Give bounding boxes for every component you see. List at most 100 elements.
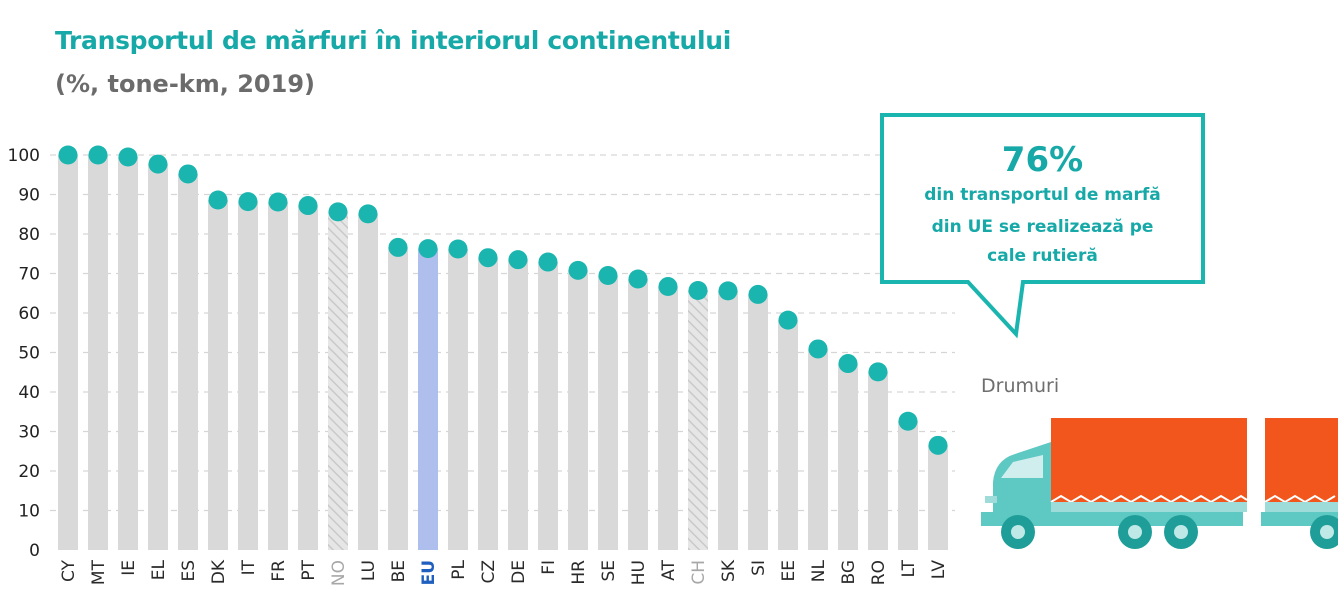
dot-mt: [88, 145, 108, 165]
bar-bg: [838, 363, 858, 550]
bar-el: [148, 164, 168, 550]
x-tick-label-hu: HU: [629, 560, 649, 585]
bar-ee: [778, 320, 798, 550]
x-tick-label-de: DE: [509, 560, 529, 584]
bar-mt: [88, 155, 108, 550]
bar-es: [178, 173, 198, 550]
bar-hu: [628, 279, 648, 550]
x-tick-label-lt: LT: [899, 559, 919, 577]
dot-fi: [538, 252, 558, 272]
dot-no: [328, 202, 348, 222]
x-tick-label-eu: EU: [419, 560, 439, 585]
x-tick-label-cz: CZ: [479, 560, 499, 584]
x-tick-label-pl: PL: [449, 559, 469, 579]
dot-pt: [298, 196, 318, 216]
dot-se: [598, 265, 618, 285]
bar-lu: [358, 213, 378, 551]
callout-text-line-1: din transportul de marfă: [924, 185, 1161, 205]
dot-nl: [808, 339, 828, 359]
y-tick-label: 20: [18, 462, 40, 482]
dot-eu: [418, 239, 438, 259]
bar-si: [748, 294, 768, 550]
bar-hr: [568, 270, 588, 550]
dot-it: [238, 192, 258, 212]
bar-lt: [898, 421, 918, 550]
x-tick-label-el: EL: [149, 559, 169, 580]
x-tick-label-sk: SK: [719, 559, 739, 582]
truck-cargo-rear: [1265, 418, 1338, 502]
bar-ie: [118, 156, 138, 550]
bar-ro: [868, 371, 888, 550]
dot-cy: [58, 145, 78, 165]
x-tick-label-at: AT: [659, 559, 679, 580]
x-tick-label-ro: RO: [869, 560, 889, 585]
road-label: Drumuri: [981, 375, 1060, 397]
x-tick-label-pt: PT: [299, 559, 319, 580]
bar-eu: [418, 248, 438, 551]
x-tick-label-si: SI: [749, 560, 769, 576]
x-tick-label-fr: FR: [269, 560, 289, 582]
y-axis: 0 10 20 30 40 50 60 70 80 90 100: [8, 146, 40, 561]
chart-title: Transportul de mărfuri în interiorul con…: [55, 26, 732, 55]
y-tick-label: 10: [18, 502, 40, 522]
x-tick-label-lu: LU: [359, 560, 379, 581]
bar-cy: [58, 155, 78, 550]
bars: [58, 155, 948, 551]
dot-lv: [928, 435, 948, 455]
dot-dk: [208, 190, 228, 210]
dot-hu: [628, 269, 648, 289]
dot-ee: [778, 310, 798, 330]
dot-de: [508, 250, 528, 270]
dot-fr: [268, 192, 288, 212]
bar-fr: [268, 202, 288, 550]
bar-de: [508, 259, 528, 550]
dot-es: [178, 164, 198, 184]
y-tick-label: 50: [18, 344, 40, 364]
dot-hr: [568, 260, 588, 280]
x-axis: CY MT IE EL ES DK IT FR PT NO LU BE EU PL CZ DE FI HR SE HU…: [59, 559, 949, 586]
x-tick-label-dk: DK: [209, 559, 229, 584]
dot-at: [658, 277, 678, 297]
x-tick-label-no: NO: [329, 560, 349, 586]
y-tick-label: 30: [18, 423, 40, 443]
x-tick-label-nl: NL: [809, 559, 829, 582]
y-tick-label: 40: [18, 383, 40, 403]
gridlines: [50, 154, 955, 512]
dot-el: [148, 154, 168, 174]
bar-ch: [688, 290, 708, 550]
x-tick-label-fi: FI: [539, 560, 559, 575]
y-tick-label: 0: [29, 541, 40, 561]
dot-sk: [718, 281, 738, 301]
bar-cz: [478, 257, 498, 550]
y-tick-label: 60: [18, 304, 40, 324]
bar-at: [658, 286, 678, 550]
bar-dk: [208, 200, 228, 550]
x-tick-label-bg: BG: [839, 560, 859, 585]
callout-bubble: [880, 113, 1205, 339]
dot-lu: [358, 204, 378, 224]
x-tick-label-it: IT: [239, 559, 259, 575]
x-tick-label-cy: CY: [59, 559, 79, 582]
x-tick-label-lv: LV: [929, 560, 949, 580]
x-tick-label-ee: EE: [779, 560, 799, 581]
dot-bg: [838, 354, 858, 374]
bar-sk: [718, 290, 738, 550]
truck-cargo-front: [1051, 418, 1247, 502]
y-tick-label: 100: [8, 146, 40, 166]
x-tick-label-ie: IE: [119, 560, 139, 576]
dot-ch: [688, 280, 708, 300]
truck-windshield: [1001, 455, 1043, 478]
dot-ro: [868, 362, 888, 382]
chart-subtitle: (%, tone-km, 2019): [55, 70, 315, 98]
x-tick-label-ch: CH: [689, 560, 709, 585]
bar-se: [598, 275, 618, 550]
x-tick-label-se: SE: [599, 560, 619, 582]
y-tick-label: 90: [18, 186, 40, 206]
dot-cz: [478, 248, 498, 268]
bar-fi: [538, 262, 558, 550]
bar-be: [388, 247, 408, 550]
bar-pt: [298, 205, 318, 550]
callout-text-line-2: din UE se realizează pe: [931, 217, 1154, 237]
